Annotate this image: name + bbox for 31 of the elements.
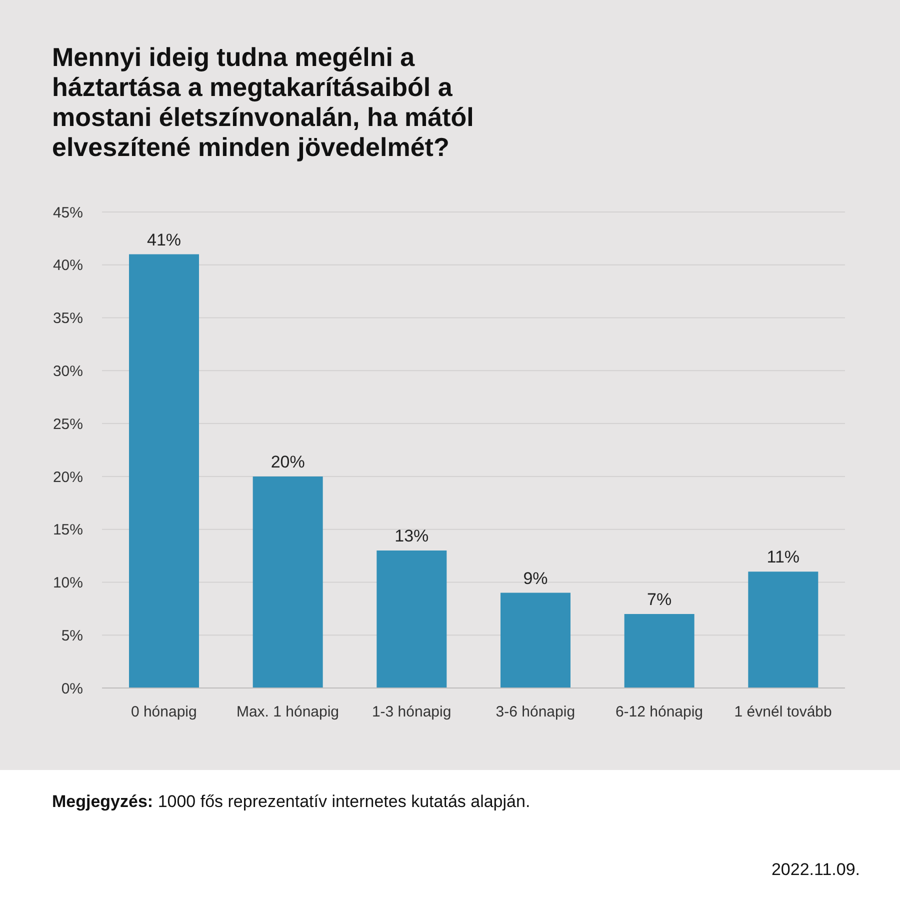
y-tick-label: 25% [52,416,83,433]
x-tick-label: Max. 1 hónapig [236,704,340,721]
y-tick-label: 35% [52,310,83,328]
x-tick-label: 6-12 hónapig [615,704,704,721]
y-tick-label: 30% [52,362,83,380]
bar [624,614,694,688]
y-tick-label: 20% [52,468,83,486]
data-label: 11% [766,548,800,567]
bar [376,550,447,688]
bar [129,254,199,688]
y-tick-label: 45% [52,204,83,222]
data-label: 13% [394,526,429,546]
y-tick-label: 10% [52,574,83,592]
x-tick-label: 0 hónapig [130,704,197,721]
bar [748,572,818,688]
data-label: 41% [146,230,182,250]
y-tick-label: 15% [52,522,83,539]
bar [252,476,323,688]
bar [500,592,570,688]
chart-title: Mennyi ideig tudna megélni a háztartása a megtakarításaiból a mostani életszínvonalán, ha mától elveszítené minden jövedelmét? [52,42,475,162]
text: Megjegyzés: 1000 fős reprezentatív internetes kutatás alapján. [52,792,530,811]
y-tick-label: 5% [61,627,83,644]
y-tick-label: 40% [52,257,83,274]
x-tick-label: 1-3 hónapig [372,704,452,721]
y-tick-label: 0% [61,680,83,698]
data-label: 7% [647,590,672,609]
data-label: 20% [270,452,305,472]
x-tick-label: 3-6 hónapig [496,704,576,721]
data-label: 9% [523,568,548,588]
x-tick-label: 1 évnél tovább [734,704,832,721]
text: 2022.11.09. [771,860,860,879]
